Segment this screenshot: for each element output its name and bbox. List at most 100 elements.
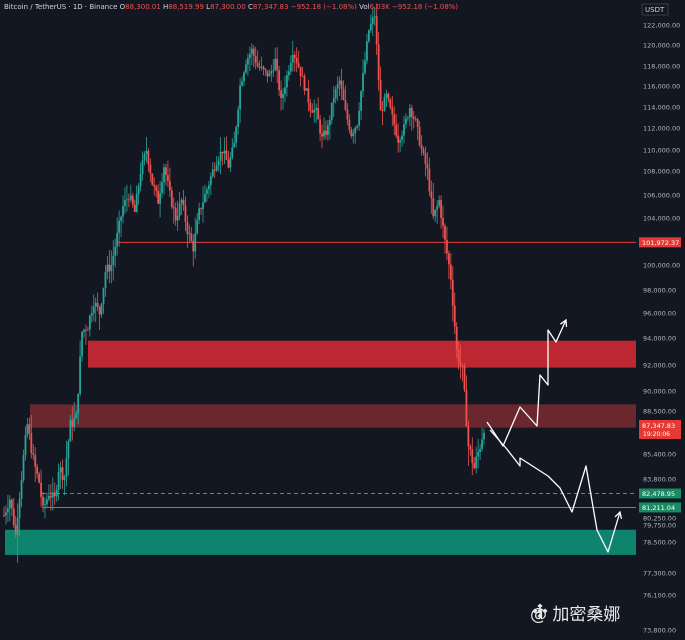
candle-body <box>18 498 21 518</box>
candle-body <box>311 110 314 113</box>
candle-body <box>399 140 401 143</box>
candle-body <box>112 255 115 266</box>
candle-body <box>100 303 103 315</box>
candle-body <box>30 433 33 454</box>
candle-body <box>250 48 253 55</box>
chart-header: Bitcoin / TetherUS · 1D · Binance O88,30… <box>4 3 458 11</box>
candle-body <box>239 85 241 110</box>
candle-body <box>71 419 74 427</box>
candle-body <box>38 473 41 483</box>
binance-logo-part <box>542 608 548 614</box>
candle-body <box>3 515 5 517</box>
candle-body <box>469 446 472 450</box>
candle-body <box>223 150 226 154</box>
candle-body <box>385 93 388 98</box>
candle-body <box>438 200 441 206</box>
projection-bearish <box>489 429 621 553</box>
candle-body <box>289 62 292 72</box>
candle-body <box>139 173 142 187</box>
candle-body <box>69 419 72 442</box>
candle-body <box>307 88 310 103</box>
binance-logo-part <box>537 603 543 609</box>
last-price-badge <box>639 419 681 439</box>
candle-body <box>227 159 230 168</box>
candle-body <box>51 492 54 498</box>
candle-body <box>442 217 444 226</box>
candle-body <box>293 54 296 58</box>
candle-body <box>245 64 247 73</box>
candle-body <box>98 306 101 315</box>
candle-body <box>336 84 339 89</box>
candle-body <box>126 199 128 201</box>
candle-body <box>8 499 11 509</box>
change-value: −952.18 (−1.08%) <box>290 3 357 11</box>
candle-body <box>305 88 308 91</box>
candle-body <box>44 504 46 506</box>
price-axis-panel[interactable] <box>638 0 685 640</box>
candle-body <box>393 114 396 125</box>
projection-bearish-arrowhead <box>614 510 623 519</box>
candle-body <box>282 93 284 98</box>
candle-body <box>124 200 126 206</box>
candle-body <box>53 492 56 497</box>
candle-body <box>67 441 70 459</box>
candle-body <box>383 97 386 111</box>
candle-body <box>455 326 458 351</box>
candle-body <box>172 206 175 209</box>
low-value: 87,300.00 <box>210 3 246 11</box>
symbol-title: Bitcoin / TetherUS · 1D · Binance <box>4 3 118 11</box>
candle-body <box>28 424 31 434</box>
y-tick-label: 88,500.00 <box>643 408 676 416</box>
zone-mid <box>30 404 636 428</box>
candle-body <box>77 393 80 414</box>
candle-body <box>120 216 122 221</box>
candle-body <box>237 109 240 127</box>
candle-body <box>170 190 173 207</box>
candle-body <box>264 68 267 71</box>
candle-body <box>303 76 306 91</box>
y-tick-label: 116,000.00 <box>643 83 680 91</box>
candle-body <box>182 199 185 206</box>
open-value: 88,300.01 <box>125 3 161 11</box>
candle-body <box>471 449 474 464</box>
candle-body <box>395 124 398 136</box>
candle-body <box>147 150 150 165</box>
candle-body <box>344 99 347 110</box>
candle-body <box>457 350 460 363</box>
candle-body <box>366 41 368 61</box>
candle-body <box>180 199 183 204</box>
candle-body <box>104 271 107 289</box>
candle-body <box>325 130 327 135</box>
candle-body <box>7 508 9 513</box>
candle-body <box>377 44 380 81</box>
candle-body <box>360 91 362 111</box>
candle-body <box>59 467 62 473</box>
level-badge <box>639 488 681 499</box>
y-tick-label: 77,300.00 <box>643 570 676 578</box>
candle-body <box>346 109 349 120</box>
candle-body <box>198 208 201 221</box>
y-tick-label: 112,000.00 <box>643 125 680 133</box>
y-tick-label: 90,000.00 <box>643 388 676 396</box>
candle-body <box>159 193 161 204</box>
zone-resistance <box>88 340 636 368</box>
candle-body <box>434 209 437 217</box>
countdown-label: 19:20:06 <box>643 431 670 438</box>
candle-body <box>373 16 376 18</box>
candle-body <box>202 202 204 210</box>
level-badge-label: 82,478.95 <box>642 490 675 498</box>
candle-body <box>301 75 304 77</box>
candle-body <box>338 80 341 85</box>
candle-body <box>416 119 419 128</box>
candle-body <box>204 193 206 203</box>
candle-body <box>88 315 91 330</box>
axis-currency-box <box>641 3 669 16</box>
candle-body <box>85 329 87 331</box>
candle-body <box>477 452 480 457</box>
candle-body <box>319 119 321 134</box>
candle-body <box>328 119 331 126</box>
candle-body <box>272 70 275 72</box>
y-tick-label: 83,800.00 <box>643 476 676 484</box>
y-tick-label: 85,400.00 <box>643 451 676 459</box>
